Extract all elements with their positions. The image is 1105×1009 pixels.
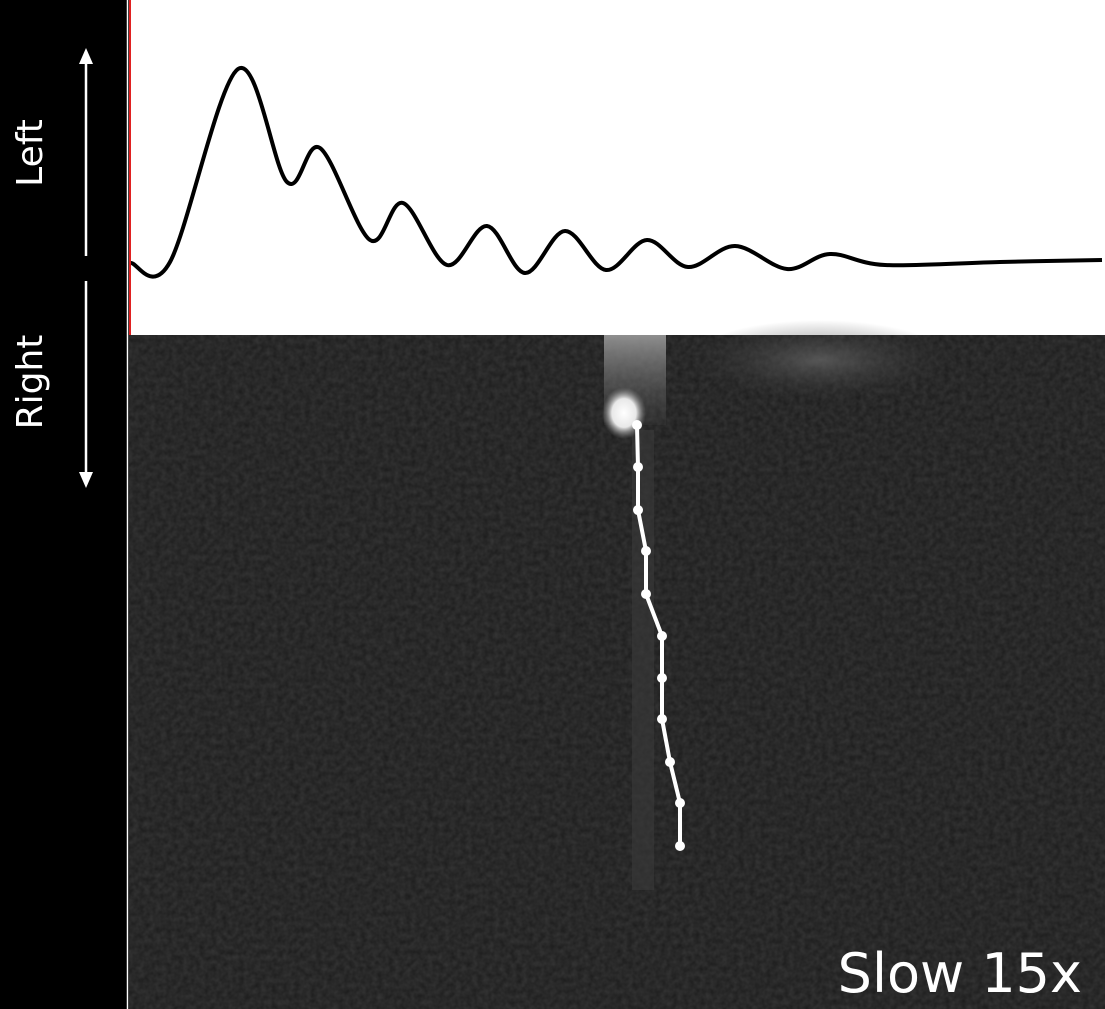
track-point [657,673,667,683]
track-points [632,420,685,851]
arrow-up-head [79,48,93,64]
haze [690,320,950,400]
track-point [633,505,643,515]
right-label: Right [10,335,51,430]
track-point [641,589,651,599]
left-label: Left [10,119,51,187]
arrow-down-head [79,472,93,488]
streak-tail [632,430,654,890]
trace [130,66,1103,279]
track-point [675,798,685,808]
track-point [641,546,651,556]
track-point [657,714,667,724]
track-point [665,757,675,767]
image-noise [129,335,1105,1009]
trace-panel [129,0,1105,335]
track-point [675,841,685,851]
track-point [632,420,642,430]
image-panel: Slow 15x [129,320,1105,1009]
side-band [0,0,126,1009]
bright-spot [602,387,646,439]
track-point [657,631,667,641]
caption: Slow 15x [838,942,1082,1005]
track-point [633,462,643,472]
